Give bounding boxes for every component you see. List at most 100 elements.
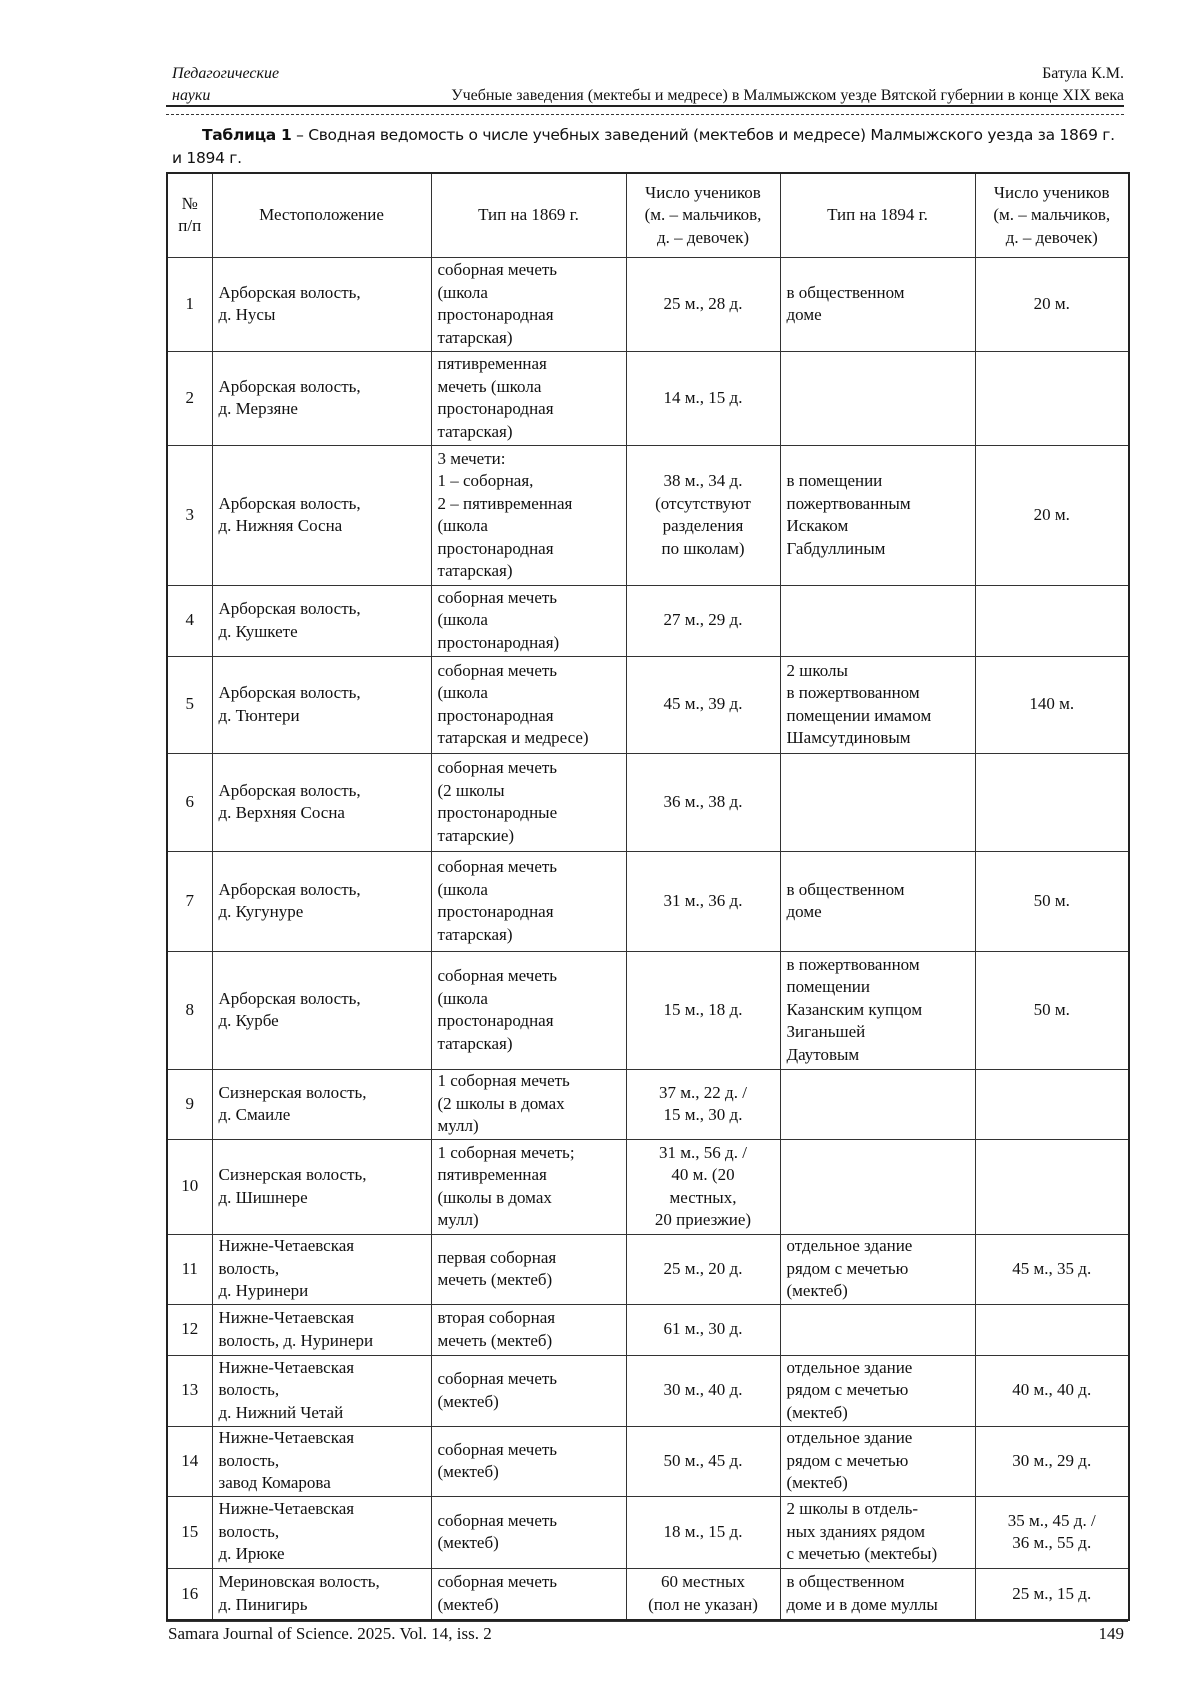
cell-pupils-1869: 18 м., 15 д. (626, 1496, 780, 1568)
author: Батула К.М. (451, 63, 1124, 85)
cell-pupils-1869: 27 м., 29 д. (626, 585, 780, 656)
cell-location: Нижне-Четаевская волость, завод Комарова (212, 1426, 431, 1496)
cell-type-1869: соборная мечеть (мектеб) (431, 1568, 626, 1620)
table-row: 12Нижне-Четаевская волость, д. Нуринерив… (167, 1304, 1129, 1355)
article-title: Учебные заведения (мектебы и медресе) в … (451, 85, 1124, 107)
cell-type-1869: соборная мечеть (мектеб) (431, 1355, 626, 1426)
table-row: 14Нижне-Четаевская волость, завод Комаро… (167, 1426, 1129, 1496)
cell-pupils-1894 (975, 1304, 1129, 1355)
cell-type-1869: 3 мечети: 1 – соборная, 2 – пятивременна… (431, 445, 626, 585)
column-header-pupils-1869: Число учеников (м. – мальчиков, д. – дев… (626, 173, 780, 257)
cell-pupils-1894 (975, 1069, 1129, 1139)
cell-location: Арборская волость, д. Мерзяне (212, 351, 431, 445)
cell-number: 3 (167, 445, 212, 585)
cell-location: Нижне-Четаевская волость, д. Ирюке (212, 1496, 431, 1568)
section-name: Педагогические науки (172, 63, 279, 107)
table-row: 11Нижне-Четаевская волость, д. Нуринерип… (167, 1234, 1129, 1304)
cell-type-1869: первая соборная мечеть (мектеб) (431, 1234, 626, 1304)
cell-type-1894: 2 школы в отдель- ных зданиях рядом с ме… (780, 1496, 975, 1568)
table-row: 4Арборская волость, д. Кушкетесоборная м… (167, 585, 1129, 656)
cell-location: Мериновская волость, д. Пинигирь (212, 1568, 431, 1620)
cell-pupils-1894 (975, 585, 1129, 656)
cell-pupils-1894: 20 м. (975, 445, 1129, 585)
table-caption-text: – Сводная ведомость о числе учебных заве… (172, 126, 1115, 167)
cell-pupils-1869: 38 м., 34 д. (отсутствуют разделения по … (626, 445, 780, 585)
cell-type-1894 (780, 585, 975, 656)
cell-type-1869: вторая соборная мечеть (мектеб) (431, 1304, 626, 1355)
cell-pupils-1894 (975, 351, 1129, 445)
cell-number: 2 (167, 351, 212, 445)
cell-location: Арборская волость, д. Курбе (212, 951, 431, 1069)
cell-type-1869: соборная мечеть (школа простонародная та… (431, 951, 626, 1069)
cell-type-1894: отдельное здание рядом с мечетью (мектеб… (780, 1355, 975, 1426)
column-header-location: Местоположение (212, 173, 431, 257)
column-header-number: № п/п (167, 173, 212, 257)
cell-location: Арборская волость, д. Тюнтери (212, 656, 431, 753)
journal-citation: Samara Journal of Science. 2025. Vol. 14… (168, 1624, 492, 1644)
cell-pupils-1869: 25 м., 28 д. (626, 257, 780, 351)
cell-number: 8 (167, 951, 212, 1069)
cell-type-1894 (780, 1139, 975, 1234)
cell-type-1869: соборная мечеть (мектеб) (431, 1496, 626, 1568)
cell-location: Нижне-Четаевская волость, д. Нуринери (212, 1304, 431, 1355)
cell-number: 6 (167, 753, 212, 851)
cell-type-1894: отдельное здание рядом с мечетью (мектеб… (780, 1234, 975, 1304)
cell-location: Арборская волость, д. Нусы (212, 257, 431, 351)
cell-number: 5 (167, 656, 212, 753)
cell-number: 14 (167, 1426, 212, 1496)
table-row: 2Арборская волость, д. Мерзянепятивремен… (167, 351, 1129, 445)
cell-pupils-1869: 31 м., 56 д. / 40 м. (20 местных, 20 при… (626, 1139, 780, 1234)
cell-pupils-1894: 25 м., 15 д. (975, 1568, 1129, 1620)
table-row: 5Арборская волость, д. Тюнтерисоборная м… (167, 656, 1129, 753)
cell-number: 9 (167, 1069, 212, 1139)
cell-pupils-1894: 20 м. (975, 257, 1129, 351)
table-row: 10Сизнерская волость, д. Шишнере1 соборн… (167, 1139, 1129, 1234)
cell-pupils-1894: 30 м., 29 д. (975, 1426, 1129, 1496)
cell-pupils-1894: 50 м. (975, 851, 1129, 951)
cell-type-1869: соборная мечеть (школа простонародная та… (431, 257, 626, 351)
cell-pupils-1869: 45 м., 39 д. (626, 656, 780, 753)
cell-type-1894: в общественном доме и в доме муллы (780, 1568, 975, 1620)
cell-number: 4 (167, 585, 212, 656)
cell-number: 1 (167, 257, 212, 351)
cell-pupils-1869: 60 местных (пол не указан) (626, 1568, 780, 1620)
cell-pupils-1894: 35 м., 45 д. / 36 м., 55 д. (975, 1496, 1129, 1568)
summary-table: № п/пМестоположениеТип на 1869 г.Число у… (166, 172, 1130, 1621)
cell-type-1869: соборная мечеть (школа простонародная та… (431, 656, 626, 753)
cell-location: Арборская волость, д. Кушкете (212, 585, 431, 656)
cell-pupils-1869: 15 м., 18 д. (626, 951, 780, 1069)
table-row: 15Нижне-Четаевская волость, д. Ирюкесобо… (167, 1496, 1129, 1568)
cell-pupils-1894 (975, 1139, 1129, 1234)
table-label: Таблица 1 (202, 126, 292, 144)
cell-type-1894 (780, 351, 975, 445)
cell-type-1894 (780, 1069, 975, 1139)
cell-type-1894: в общественном доме (780, 851, 975, 951)
cell-type-1869: пятивременная мечеть (школа простонародн… (431, 351, 626, 445)
cell-pupils-1869: 50 м., 45 д. (626, 1426, 780, 1496)
cell-type-1894 (780, 753, 975, 851)
cell-number: 10 (167, 1139, 212, 1234)
running-header: Батула К.М. Учебные заведения (мектебы и… (451, 63, 1124, 107)
cell-location: Арборская волость, д. Нижняя Сосна (212, 445, 431, 585)
cell-type-1894: в помещении пожертвованным Искаком Габду… (780, 445, 975, 585)
cell-pupils-1869: 37 м., 22 д. / 15 м., 30 д. (626, 1069, 780, 1139)
cell-type-1894: в пожертвованном помещении Казанским куп… (780, 951, 975, 1069)
cell-pupils-1894: 50 м. (975, 951, 1129, 1069)
cell-number: 16 (167, 1568, 212, 1620)
cell-type-1894: отдельное здание рядом с мечетью (мектеб… (780, 1426, 975, 1496)
header-rule (166, 105, 1124, 107)
table-caption: Таблица 1 – Сводная ведомость о числе уч… (172, 124, 1124, 170)
cell-number: 15 (167, 1496, 212, 1568)
cell-type-1894: в общественном доме (780, 257, 975, 351)
table-row: 7Арборская волость, д. Кугунуресоборная … (167, 851, 1129, 951)
cell-location: Арборская волость, д. Верхняя Сосна (212, 753, 431, 851)
cell-pupils-1894: 45 м., 35 д. (975, 1234, 1129, 1304)
cell-location: Сизнерская волость, д. Смаиле (212, 1069, 431, 1139)
table-row: 9Сизнерская волость, д. Смаиле1 соборная… (167, 1069, 1129, 1139)
cell-type-1869: 1 соборная мечеть (2 школы в домах мулл) (431, 1069, 626, 1139)
cell-location: Арборская волость, д. Кугунуре (212, 851, 431, 951)
cell-pupils-1869: 14 м., 15 д. (626, 351, 780, 445)
table-row: 1Арборская волость, д. Нусысоборная мече… (167, 257, 1129, 351)
cell-type-1869: соборная мечеть (мектеб) (431, 1426, 626, 1496)
cell-pupils-1894: 40 м., 40 д. (975, 1355, 1129, 1426)
